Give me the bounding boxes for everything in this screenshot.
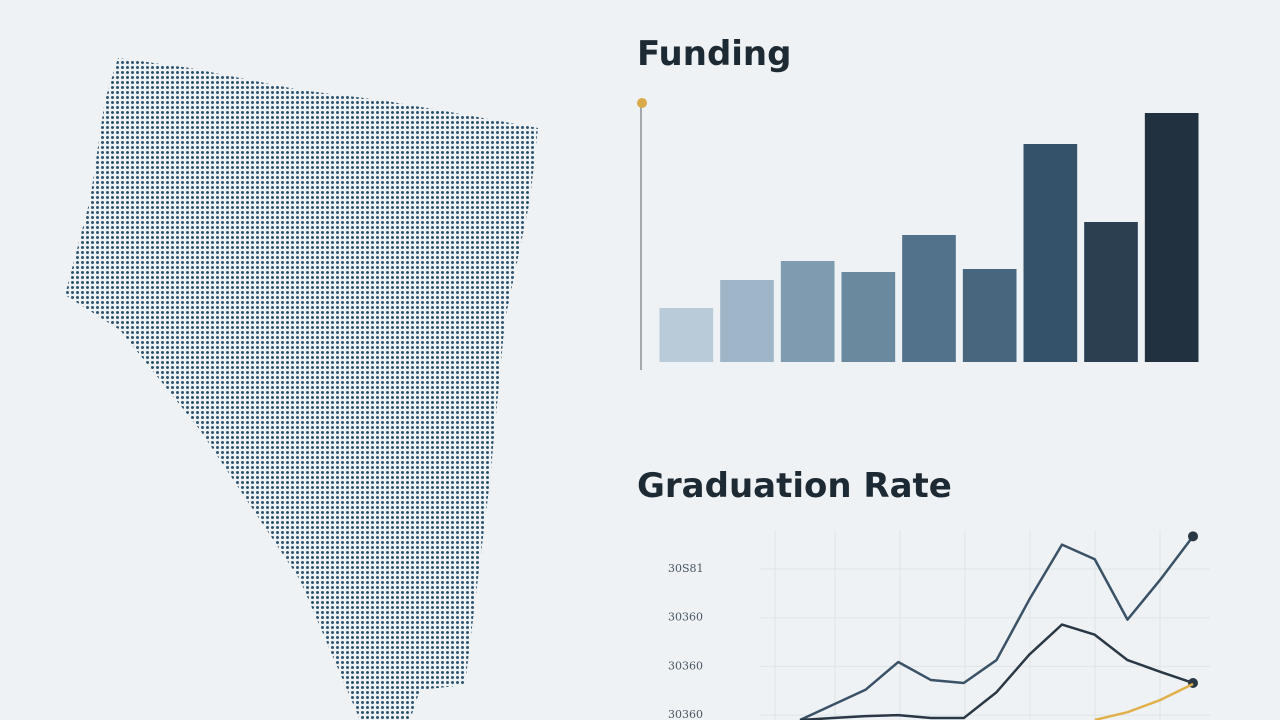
y-tick-label: 30360 (668, 708, 703, 720)
bar (659, 308, 714, 362)
chart-title: Graduation Rate (637, 466, 952, 506)
axis-marker (637, 98, 647, 108)
dotted-map (65, 58, 538, 720)
bar (841, 272, 896, 362)
y-tick-label: 30360 (668, 659, 703, 672)
bar (962, 269, 1017, 362)
line-series (799, 535, 1194, 720)
end-point (1188, 531, 1198, 542)
line-series (1094, 682, 1194, 720)
y-tick-label: 30S81 (668, 562, 704, 575)
bar (1084, 222, 1138, 362)
bar (780, 261, 835, 362)
y-tick-label: 30360 (668, 611, 703, 624)
line-series (799, 623, 1194, 720)
chart-title: Funding (637, 34, 791, 74)
bar (1023, 144, 1078, 362)
bar (720, 280, 774, 362)
bar (1144, 113, 1199, 362)
bar (902, 235, 956, 362)
